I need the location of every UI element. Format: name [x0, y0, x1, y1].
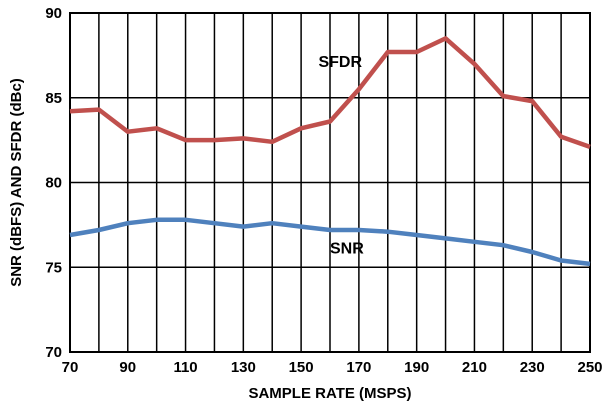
x-tick-label: 130 — [231, 359, 256, 376]
y-tick-labels: 70 75 80 85 90 — [45, 5, 62, 361]
x-tick-label: 90 — [119, 359, 136, 376]
x-tick-labels: 70 90 110 130 150 170 190 210 230 250 — [62, 359, 603, 376]
series-line-snr — [69, 217, 591, 267]
x-tick-label: 230 — [520, 359, 545, 376]
y-tick-label: 90 — [45, 5, 62, 22]
series-label-sfdr: SFDR — [318, 54, 362, 71]
series-line-sfdr — [69, 36, 591, 150]
x-tick-label: 170 — [346, 359, 371, 376]
x-tick-label: 150 — [289, 359, 314, 376]
y-tick-label: 80 — [45, 175, 62, 192]
y-tick-label: 85 — [45, 90, 62, 107]
x-tick-label: 250 — [577, 359, 602, 376]
x-tick-label: 190 — [404, 359, 429, 376]
series-label-snr: SNR — [330, 241, 364, 258]
plot-area-frame — [69, 12, 591, 353]
y-tick-label: 70 — [45, 344, 62, 361]
y-tick-label: 75 — [45, 259, 62, 276]
series-annotations: SFDR SNR — [318, 54, 364, 257]
x-tick-label: 110 — [173, 359, 197, 376]
x-tick-label: 210 — [462, 359, 487, 376]
series-lines — [69, 36, 591, 267]
x-axis-title: SAMPLE RATE (MSPS) — [248, 385, 411, 402]
y-axis-title: SNR (dBFS) AND SFDR (dBc) — [8, 78, 25, 287]
x-tick-label: 70 — [62, 359, 79, 376]
